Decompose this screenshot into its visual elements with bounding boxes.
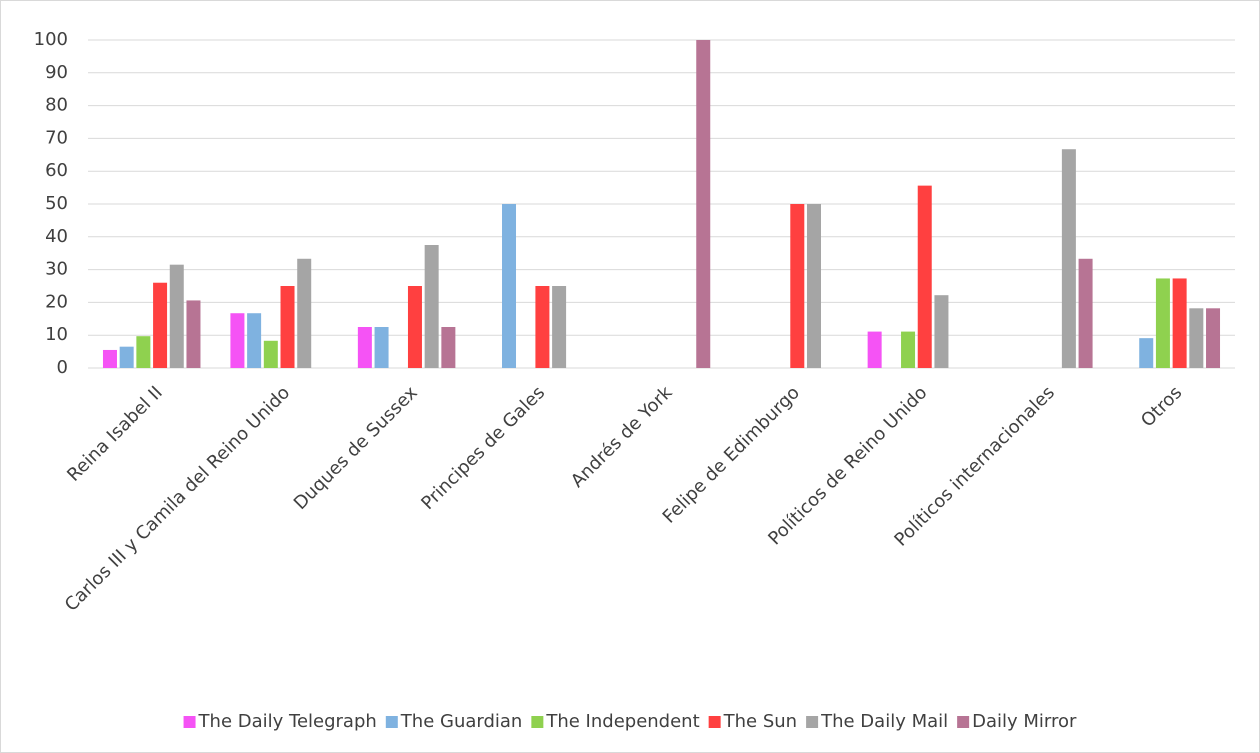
y-tick-label: 10 bbox=[45, 324, 68, 345]
bar bbox=[901, 331, 916, 368]
legend-item: The Daily Telegraph bbox=[183, 711, 377, 732]
bar bbox=[407, 286, 422, 368]
bar bbox=[169, 264, 184, 368]
y-tick-label: 100 bbox=[34, 29, 68, 50]
bar bbox=[297, 258, 312, 368]
y-tick-label: 20 bbox=[45, 291, 68, 312]
y-tick-label: 80 bbox=[45, 95, 68, 116]
legend-swatch bbox=[183, 716, 196, 728]
legend-label: The Sun bbox=[723, 711, 797, 732]
bar bbox=[806, 204, 821, 368]
legend-swatch bbox=[385, 716, 398, 728]
legend-item: The Sun bbox=[708, 711, 797, 732]
bar bbox=[535, 286, 550, 368]
legend-label: The Daily Mail bbox=[820, 711, 948, 732]
legend-label: The Independent bbox=[545, 711, 699, 732]
y-tick-label: 60 bbox=[45, 160, 68, 181]
bar bbox=[502, 204, 517, 368]
bar bbox=[1078, 258, 1093, 368]
bar bbox=[153, 282, 168, 368]
bar bbox=[790, 204, 805, 368]
y-tick-label: 0 bbox=[57, 357, 68, 378]
y-tick-label: 70 bbox=[45, 127, 68, 148]
bar bbox=[867, 331, 882, 368]
bar bbox=[1139, 338, 1154, 368]
bar bbox=[441, 327, 456, 368]
legend-item: The Daily Mail bbox=[806, 711, 948, 732]
bar bbox=[696, 40, 711, 368]
bar bbox=[357, 327, 372, 368]
y-tick-label: 40 bbox=[45, 226, 68, 247]
y-tick-label: 50 bbox=[45, 193, 68, 214]
bar bbox=[119, 346, 134, 368]
bar bbox=[186, 300, 201, 368]
bar bbox=[136, 336, 151, 368]
legend-label: The Guardian bbox=[400, 711, 523, 732]
legend-label: Daily Mirror bbox=[972, 711, 1077, 732]
bar bbox=[1155, 278, 1170, 368]
bar bbox=[917, 185, 932, 368]
legend-item: Daily Mirror bbox=[957, 711, 1077, 732]
bar bbox=[263, 340, 278, 368]
legend-swatch bbox=[806, 716, 819, 728]
bar bbox=[552, 286, 567, 368]
bar bbox=[1172, 278, 1187, 368]
bar bbox=[424, 245, 439, 368]
legend-swatch bbox=[957, 716, 970, 728]
bar bbox=[374, 327, 389, 368]
y-tick-label: 30 bbox=[45, 259, 68, 280]
bar bbox=[1206, 308, 1221, 368]
legend-swatch bbox=[531, 716, 544, 728]
legend-item: The Independent bbox=[531, 711, 700, 732]
legend-item: The Guardian bbox=[385, 711, 523, 732]
bar bbox=[230, 313, 245, 368]
legend-label: The Daily Telegraph bbox=[198, 711, 377, 732]
bar bbox=[247, 313, 262, 368]
bar bbox=[102, 349, 117, 368]
bar bbox=[280, 286, 295, 368]
bar bbox=[1189, 308, 1204, 368]
legend-swatch bbox=[708, 716, 721, 728]
bar bbox=[1061, 149, 1076, 368]
y-tick-label: 90 bbox=[45, 62, 68, 83]
bar bbox=[934, 295, 949, 368]
